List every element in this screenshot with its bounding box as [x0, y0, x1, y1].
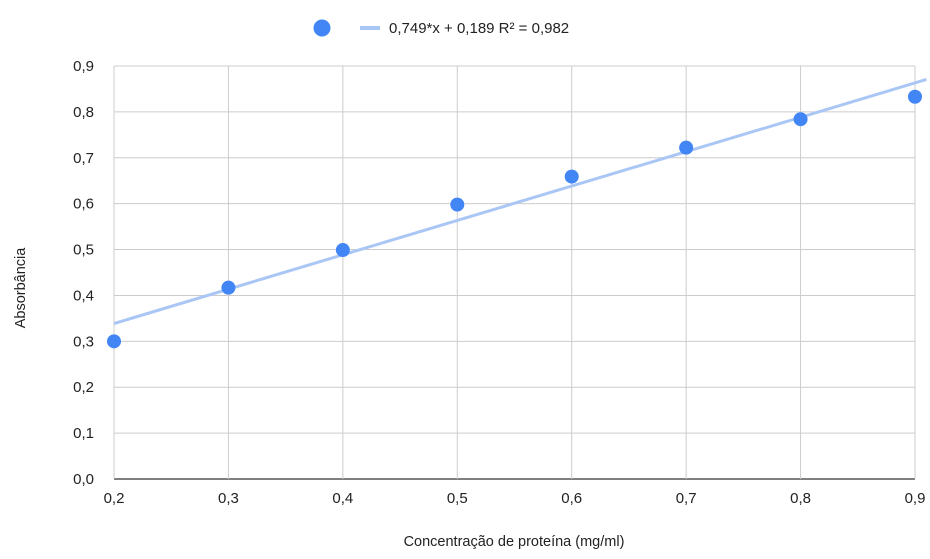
data-point[interactable] [221, 280, 236, 295]
y-axis-title: Absorbância [13, 247, 29, 329]
y-tick-label: 0,5 [73, 242, 94, 259]
data-point[interactable] [335, 243, 350, 258]
x-tick-label: 0,3 [218, 490, 239, 507]
x-tick-label: 0,6 [561, 490, 582, 507]
y-tick-label: 0,6 [73, 196, 94, 213]
y-tick-label: 0,2 [73, 379, 94, 396]
grid-layer [113, 65, 916, 480]
y-tick-label: 0,9 [73, 58, 94, 75]
x-tick-label: 0,7 [676, 490, 697, 507]
y-tick-label: 0,4 [73, 287, 94, 304]
y-tick-label: 0,8 [73, 104, 94, 121]
x-axis-title: Concentração de proteína (mg/ml) [404, 534, 625, 550]
y-tick-label: 0,3 [73, 333, 94, 350]
data-point[interactable] [679, 140, 694, 155]
x-tick-label: 0,4 [332, 490, 353, 507]
data-point[interactable] [564, 169, 579, 184]
data-point[interactable] [450, 197, 465, 212]
x-tick-label: 0,9 [905, 490, 926, 507]
legend-trendline-label: 0,749*x + 0,189 R² = 0,982 [389, 20, 569, 37]
legend-series-marker [313, 19, 331, 37]
x-tick-label: 0,8 [790, 490, 811, 507]
data-point[interactable] [107, 334, 121, 349]
x-tick-label: 0,2 [104, 490, 125, 507]
trendline [113, 78, 927, 325]
data-points-layer [107, 89, 922, 349]
data-point[interactable] [793, 112, 808, 127]
tick-labels-layer: 0,0 0,1 0,2 0,3 0,4 0,5 0,6 0,7 0,8 0,9 0,2 0,3 0,4 0… [73, 58, 925, 507]
legend[interactable]: 0,749*x + 0,189 R² = 0,982 [313, 19, 570, 38]
trendline-layer [113, 78, 927, 325]
y-tick-label: 0,0 [73, 471, 94, 488]
data-point[interactable] [908, 89, 922, 104]
x-tick-label: 0,5 [447, 490, 468, 507]
y-tick-label: 0,1 [73, 425, 94, 442]
y-tick-label: 0,7 [73, 150, 94, 167]
